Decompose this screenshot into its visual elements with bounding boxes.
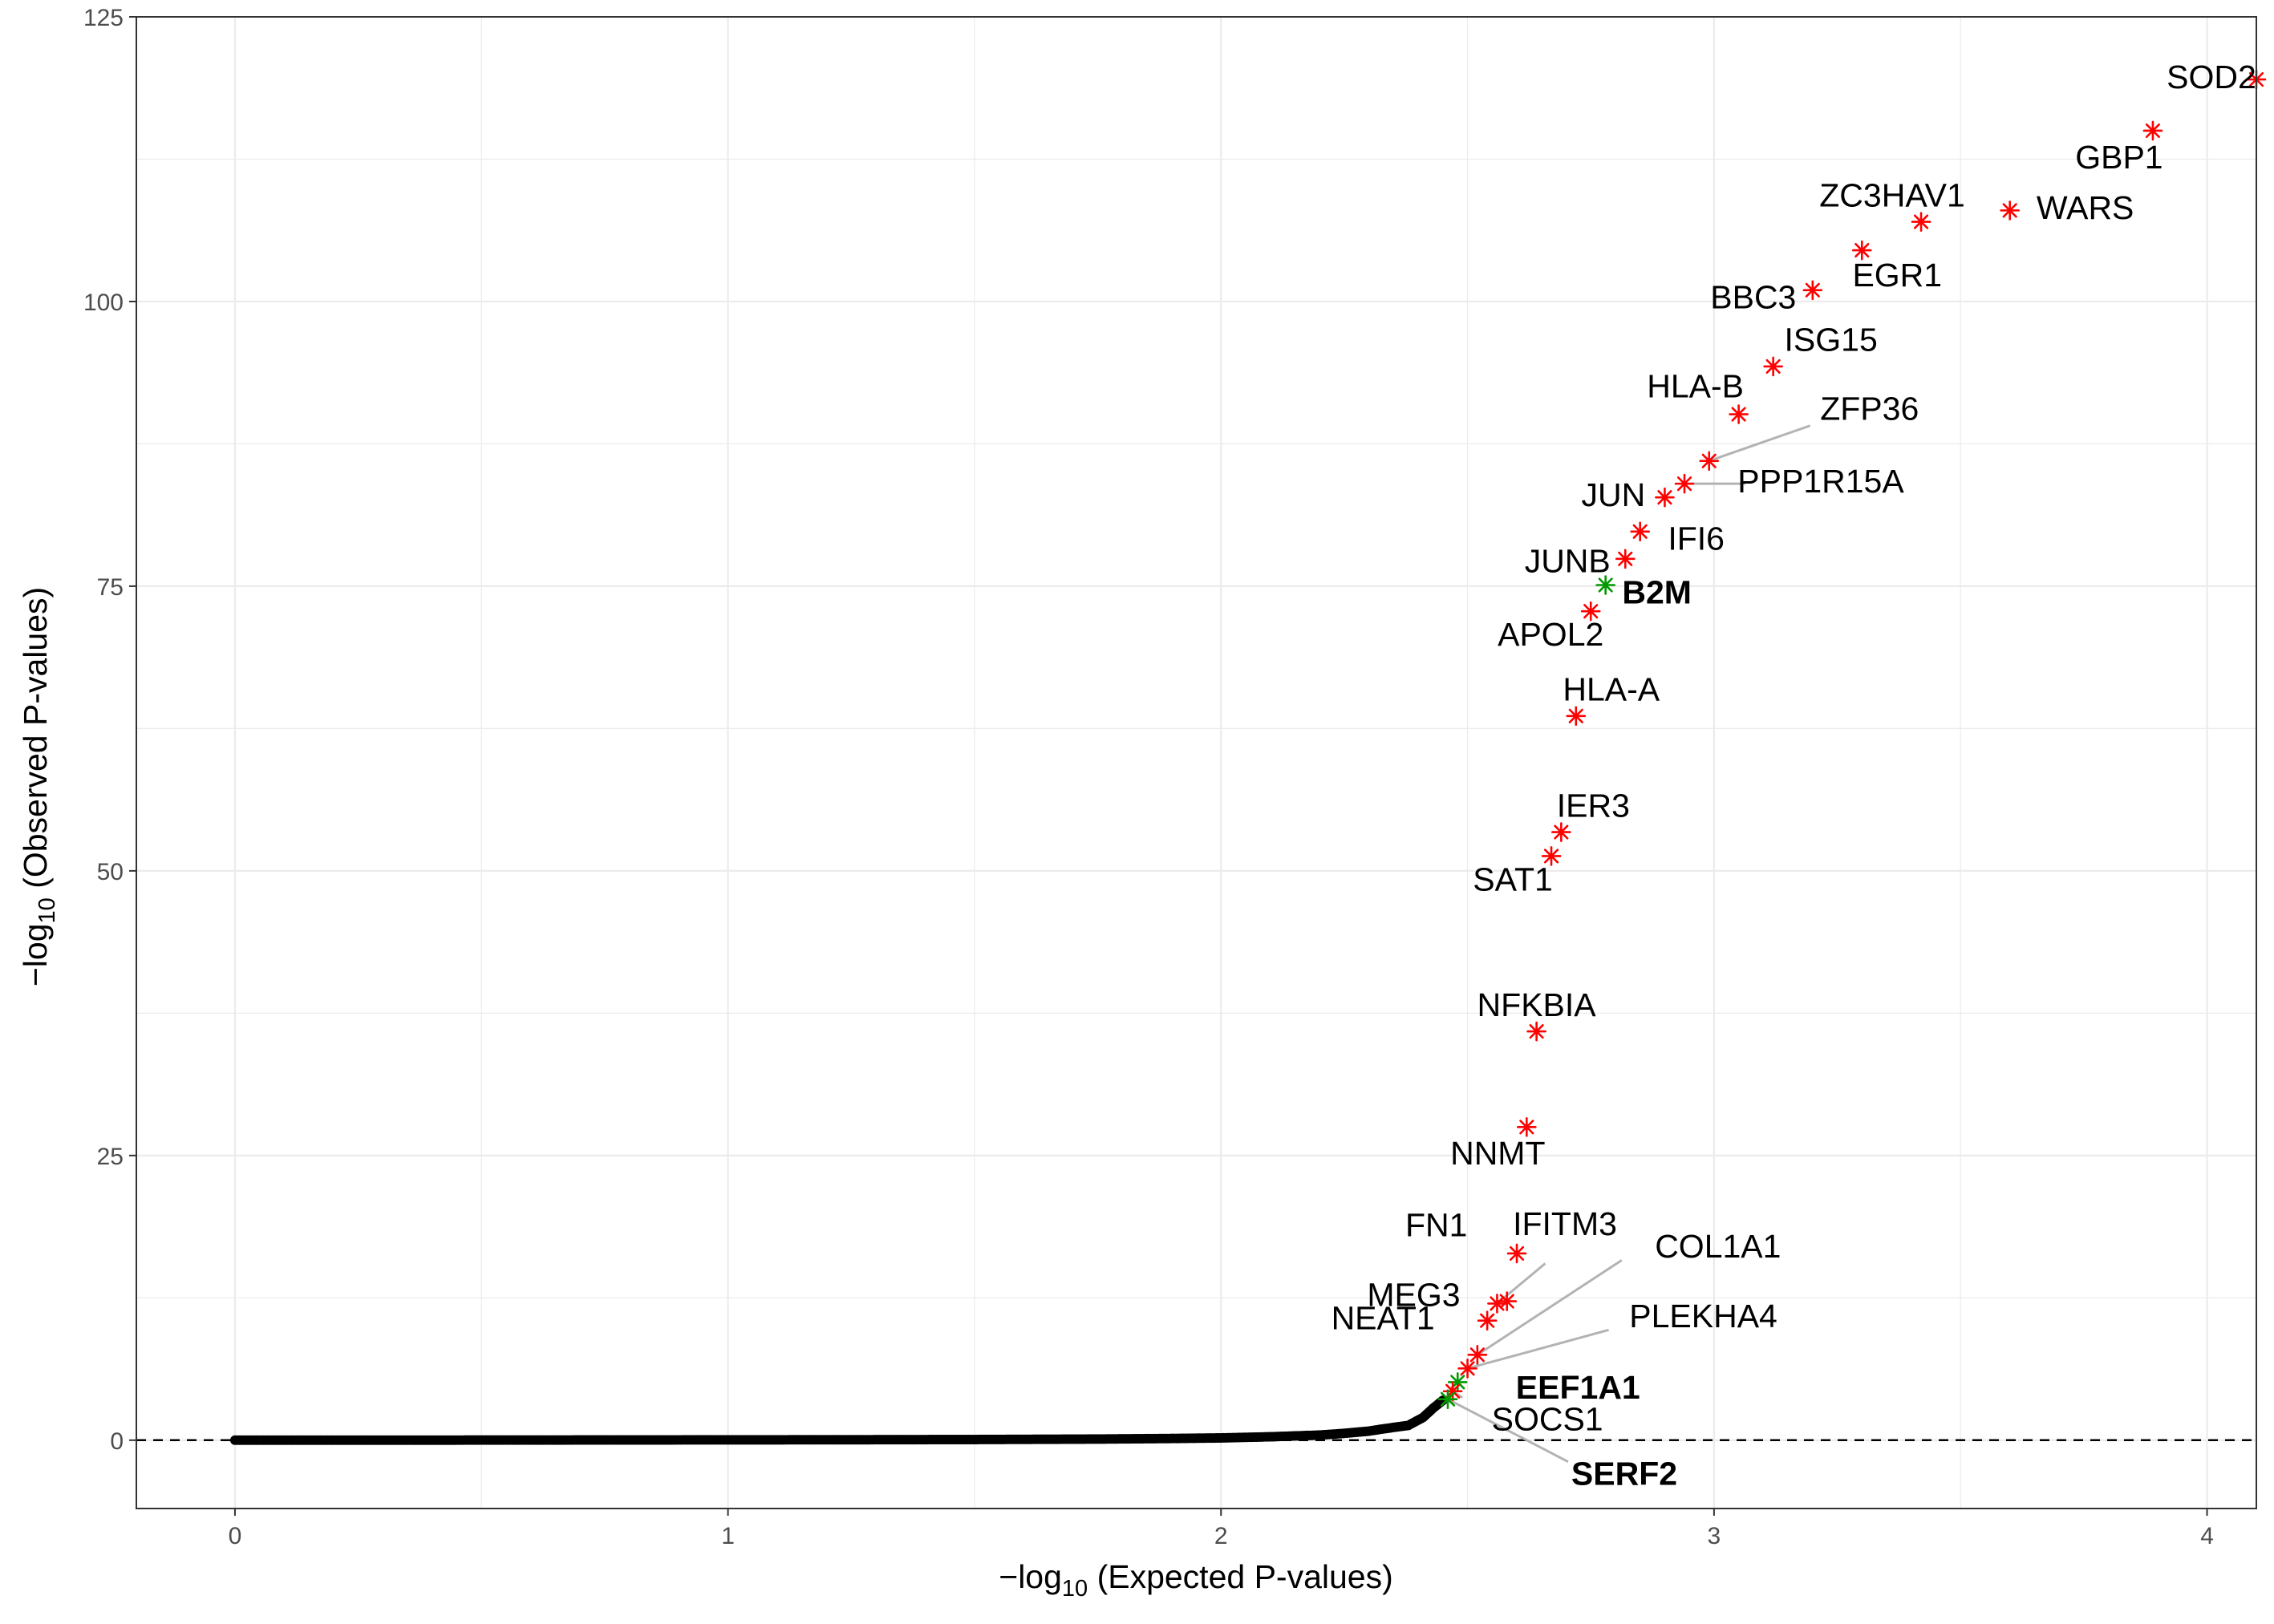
x-tick-label: 1 (721, 1523, 735, 1549)
gene-label: JUN (1582, 476, 1646, 513)
x-axis-title: −log10 (Expected P-values) (999, 1558, 1393, 1602)
highlight-point (1437, 1389, 1458, 1409)
highlight-point (1655, 487, 1675, 508)
leader-line (1709, 424, 1811, 463)
highlight-point (1566, 706, 1587, 727)
gene-label: MEG3 (1367, 1276, 1460, 1313)
gene-label: EGR1 (1852, 257, 1942, 294)
highlight-point (1506, 1243, 1527, 1264)
highlight-point (1580, 601, 1601, 622)
leader-line (1447, 1398, 1569, 1464)
gene-label: IFITM3 (1513, 1205, 1617, 1242)
highlight-point (1699, 451, 1720, 472)
x-tick-label: 2 (1214, 1523, 1228, 1549)
y-tick-label: 125 (83, 5, 124, 31)
gene-label: NFKBIA (1477, 986, 1597, 1023)
gene-label: FN1 (1405, 1206, 1467, 1243)
highlight-point (1497, 1291, 1518, 1311)
x-tick-label: 3 (1708, 1523, 1721, 1549)
y-tick-label: 100 (83, 290, 124, 316)
highlighted-points (1437, 69, 2267, 1409)
gene-label: PPP1R15A (1737, 463, 1904, 500)
gene-label: GBP1 (2075, 139, 2163, 176)
x-axis-ticks: 0 1 2 3 4 (229, 1509, 2214, 1549)
plot-panel (136, 17, 2256, 1509)
x-tick-label: 4 (2200, 1523, 2214, 1549)
highlight-point (1487, 1294, 1507, 1314)
y-tick-label: 50 (97, 859, 124, 885)
highlight-point (1911, 212, 1931, 232)
gene-label: SERF2 (1571, 1456, 1677, 1492)
highlight-point (1674, 473, 1695, 494)
gene-label: COL1A1 (1655, 1228, 1781, 1265)
highlight-point (1615, 549, 1636, 569)
gene-label: WARS (2037, 189, 2134, 226)
highlight-point (1851, 240, 1872, 261)
gene-label: IFI6 (1668, 520, 1725, 557)
gene-label: BBC3 (1710, 279, 1796, 316)
highlight-point (1551, 822, 1571, 842)
background-points (229, 1395, 1448, 1445)
leader-line (1477, 1259, 1623, 1356)
highlight-point (1467, 1345, 1488, 1365)
gene-label: SAT1 (1473, 861, 1553, 897)
gene-label: IER3 (1557, 787, 1630, 824)
highlight-point (1630, 521, 1650, 542)
highlight-point (1802, 280, 1823, 301)
highlight-point (1477, 1310, 1498, 1331)
highlight-point (1763, 356, 1783, 377)
highlight-point (2000, 200, 2020, 221)
gene-label: NNMT (1450, 1135, 1545, 1172)
highlight-point (1595, 575, 1615, 595)
highlight-point (1517, 1117, 1537, 1137)
x-tick-label: 0 (229, 1523, 242, 1549)
gene-label: ISG15 (1785, 322, 1878, 358)
gene-label: HLA-B (1647, 367, 1744, 404)
gene-label: PLEKHA4 (1629, 1298, 1777, 1334)
gene-label: SOCS1 (1492, 1401, 1603, 1438)
gene-label: EEF1A1 (1516, 1369, 1640, 1406)
gene-label: SOD2 (2167, 59, 2256, 95)
gene-label: HLA-A (1563, 671, 1660, 708)
gene-labels: SOD2 GBP1 WARS ZC3HAV1 EGR1 BBC3 ISG15 HLA-B ZFP… (1332, 59, 2256, 1492)
leader-line (1496, 1262, 1546, 1305)
gene-label: ZFP36 (1820, 391, 1919, 427)
gene-label: NEAT1 (1332, 1300, 1435, 1337)
leader-line (1467, 1328, 1609, 1370)
gene-label: JUNB (1525, 543, 1611, 580)
highlight-point (2142, 120, 2163, 141)
gene-label: ZC3HAV1 (1819, 176, 1965, 213)
highlight-point (1729, 404, 1749, 424)
y-tick-label: 25 (97, 1144, 124, 1170)
gene-label: B2M (1622, 573, 1692, 610)
highlight-point (1447, 1372, 1468, 1392)
highlight-point (1541, 846, 1562, 866)
y-axis-ticks: 0 25 50 75 100 125 (83, 5, 136, 1455)
y-axis-title: −log10 (Observed P-values) (17, 587, 60, 986)
label-leader-lines (1447, 424, 1811, 1464)
highlight-point (1457, 1359, 1477, 1379)
panel-border (136, 16, 2257, 1509)
y-tick-label: 0 (110, 1428, 124, 1455)
y-tick-label: 75 (97, 574, 124, 601)
gene-label: APOL2 (1498, 616, 1603, 653)
highlight-point (1526, 1021, 1546, 1042)
